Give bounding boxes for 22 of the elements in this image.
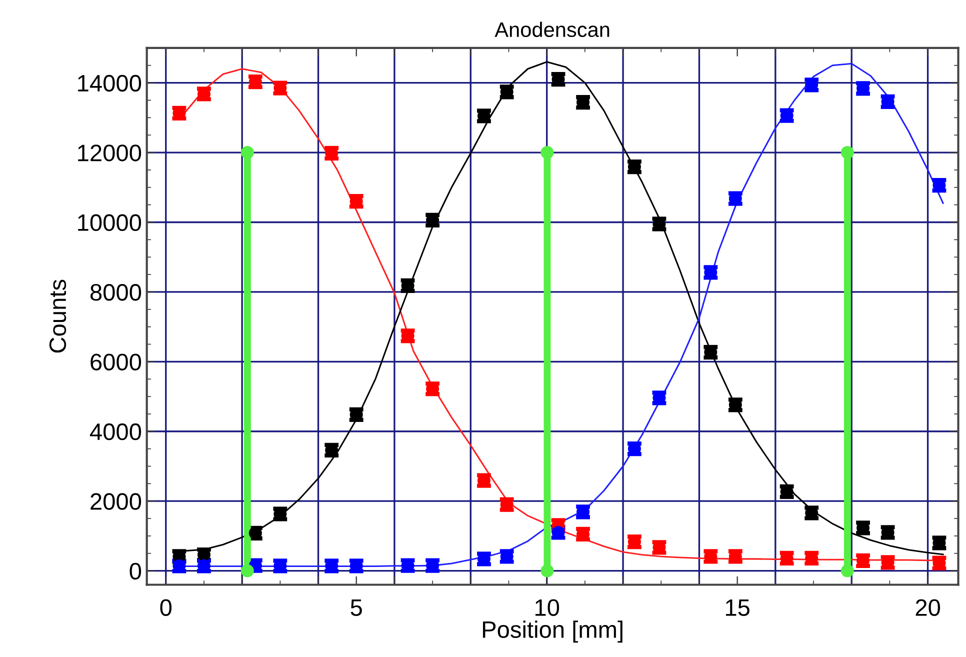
point [540, 146, 554, 160]
y-tick-label: 2000 [90, 493, 142, 510]
y-tick-label: 6000 [90, 354, 142, 370]
point [240, 146, 254, 160]
x-tick-label: 5 [350, 599, 362, 616]
x-tick-label: 20 [916, 599, 940, 616]
y-tick-label: 10000 [78, 214, 142, 232]
y-tick-label: 8000 [90, 284, 142, 301]
y-tick-label: 12000 [78, 144, 142, 162]
x-tick-label: 10 [536, 599, 560, 616]
point [540, 564, 554, 578]
y-axis-title: Counts [49, 280, 66, 353]
y-tick-label: 4000 [90, 423, 142, 440]
chart-title: Anodenscan [494, 22, 610, 38]
x-tick-label: 0 [160, 599, 172, 616]
y-tick-label: 14000 [78, 74, 142, 92]
x-axis-title: Position [mm] [482, 620, 622, 643]
point [840, 146, 854, 160]
point [840, 564, 854, 578]
y-tick-label: 0 [130, 562, 142, 580]
point [240, 564, 254, 578]
x-tick-label: 15 [726, 599, 750, 616]
